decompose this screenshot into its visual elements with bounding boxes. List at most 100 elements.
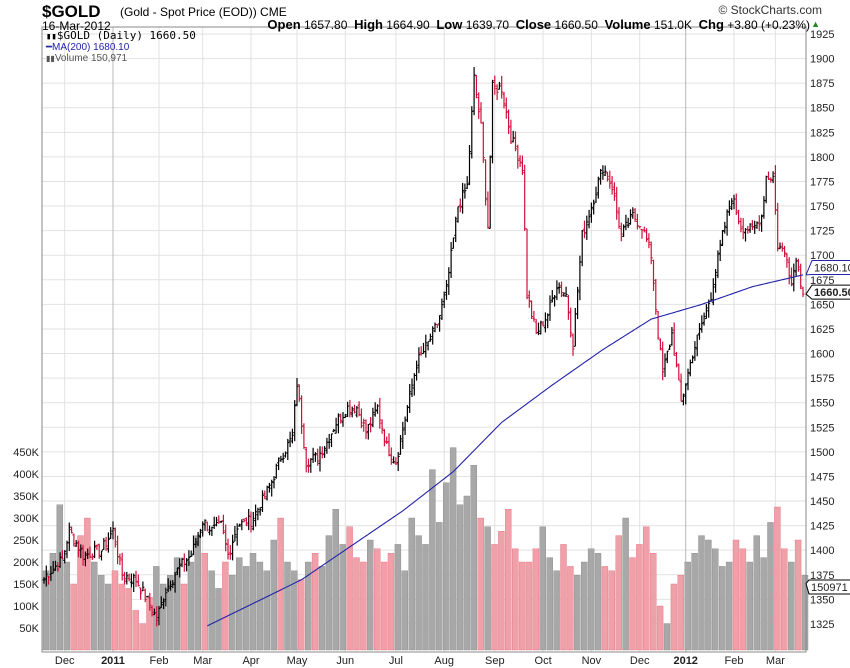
price-bar: [196, 531, 200, 547]
volume-bar: [311, 553, 319, 651]
price-bar: [118, 553, 122, 565]
volume-bar: [63, 561, 70, 651]
line-icon: ━: [46, 42, 53, 53]
price-bar: [564, 286, 568, 298]
price-bar: [129, 573, 133, 588]
price-bar: [518, 155, 522, 167]
price-bar: [626, 217, 630, 228]
volume-bar: [491, 544, 498, 651]
volume-last-tag: [805, 579, 850, 595]
price-bar: [106, 532, 110, 553]
volume-bar: [656, 605, 664, 651]
price-bar: [235, 523, 239, 546]
price-bar: [566, 294, 570, 320]
price-bar: [42, 577, 46, 584]
volume-bar: [546, 557, 553, 651]
x-tick-label: Jul: [389, 655, 403, 667]
price-bar: [472, 67, 476, 116]
volume-bar: [277, 517, 284, 651]
open-value: 1657.80: [304, 18, 348, 32]
price-bar: [412, 373, 416, 396]
price-tick-label: 1400: [810, 545, 834, 557]
price-bar: [539, 320, 543, 335]
price-tick-label: 1900: [810, 54, 834, 66]
price-bar: [773, 165, 777, 215]
price-bar: [369, 417, 373, 433]
price-tick-label: 1800: [810, 152, 834, 164]
price-bar: [134, 570, 138, 588]
price-bar: [465, 176, 469, 189]
price-bar: [242, 518, 246, 523]
price-bar: [83, 551, 87, 567]
x-tick-label: Feb: [150, 655, 169, 667]
price-bar: [725, 209, 729, 236]
price-bar: [318, 446, 322, 472]
price-bar: [737, 209, 741, 225]
high-value: 1664.90: [386, 18, 430, 32]
price-bar: [484, 159, 488, 206]
volume-bar: [643, 526, 650, 651]
price-bar: [672, 322, 676, 356]
volume-bar: [256, 561, 264, 651]
volume-bar: [732, 539, 740, 651]
price-bar: [164, 587, 168, 607]
volume-tick-label: 300K: [13, 513, 39, 525]
volume-bar: [208, 570, 215, 651]
legend-volume-text: Volume 150,971: [54, 53, 128, 64]
volume-bar: [111, 570, 119, 651]
price-bar: [675, 351, 678, 368]
volume-bar: [436, 522, 443, 651]
volume-bar: [84, 517, 91, 651]
volume-bar: [408, 517, 415, 651]
x-tick-label: Mar: [766, 655, 785, 667]
price-bar: [336, 413, 340, 434]
price-bar: [215, 516, 218, 527]
price-bar: [603, 165, 607, 177]
price-bar: [619, 222, 623, 242]
price-bar: [596, 176, 600, 199]
volume-bar: [284, 561, 291, 651]
volume-bar: [684, 561, 691, 651]
price-bar: [702, 312, 706, 326]
price-bar: [601, 165, 605, 180]
volume-bar: [325, 535, 333, 651]
volume-bar: [380, 561, 388, 651]
up-arrow-icon: ▲: [811, 19, 820, 29]
volume-bar: [339, 544, 346, 651]
price-bar: [330, 433, 333, 448]
price-tick-label: 1350: [810, 594, 834, 606]
volume-bar: [429, 469, 436, 651]
price-bar: [794, 257, 798, 277]
volume-bar: [532, 548, 540, 651]
price-bar: [304, 446, 308, 473]
price-bar: [693, 341, 697, 361]
price-bar: [723, 221, 727, 234]
price-bar: [445, 279, 448, 300]
price-tick-label: 1775: [810, 176, 834, 188]
price-bar: [100, 550, 103, 561]
price-tick-label: 1475: [810, 471, 834, 483]
x-tick-label: Jun: [336, 655, 354, 667]
volume-bar: [567, 566, 574, 651]
volume-bar: [387, 553, 395, 651]
price-bar: [143, 588, 147, 603]
price-bar: [739, 217, 743, 233]
volume-bar: [512, 548, 519, 651]
price-bar: [571, 333, 575, 356]
volume-tick-label: 50K: [19, 623, 39, 635]
price-bar: [514, 131, 517, 152]
price-bar: [656, 311, 660, 340]
copyright[interactable]: © StockCharts.com: [718, 3, 822, 17]
price-bar: [783, 245, 787, 258]
price-bar: [249, 511, 253, 533]
volume-bar: [518, 561, 526, 651]
legend-price: ▮▮$GOLD (Daily) 1660.50: [46, 29, 196, 42]
price-bar: [468, 145, 471, 186]
volume-bar: [622, 517, 629, 651]
price-bar: [256, 507, 260, 521]
volume-bar: [650, 553, 657, 651]
price-bar: [771, 171, 775, 184]
price-bar: [171, 580, 175, 589]
